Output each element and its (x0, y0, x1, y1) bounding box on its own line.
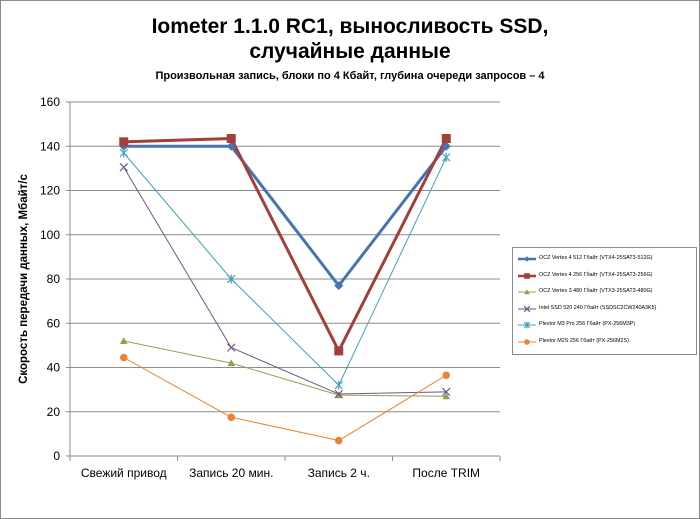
x-marker (334, 389, 343, 399)
circle-marker (119, 353, 128, 362)
y-tick-label: 80 (47, 272, 61, 286)
legend-label: OCZ Vertex 4 512 Гбайт (VTX4-25SAT3-512G… (539, 255, 653, 261)
x-marker (523, 305, 531, 312)
square-marker (524, 272, 530, 279)
triangle-marker (442, 392, 451, 400)
series-line-2 (123, 137, 448, 353)
diamond-marker (524, 256, 530, 262)
triangle-marker (119, 337, 128, 344)
series-lines (123, 137, 448, 442)
y-tick-labels: 0 20 40 60 80 100 120 140 160 (40, 95, 60, 463)
legend-swatch (518, 321, 536, 329)
y-tick-label: 60 (47, 316, 61, 330)
legend-swatch (518, 289, 536, 295)
x-marker (227, 343, 236, 352)
x-tick-label: Свежий привод (81, 466, 167, 480)
legend-swatch (518, 256, 536, 262)
y-tick-label: 0 (53, 449, 60, 463)
legend-label: OCZ Vertex 4 256 Гбайт (VTX4-25SAT3-256G… (539, 271, 653, 278)
star-marker (227, 274, 236, 284)
circle-marker (334, 436, 343, 445)
y-tick-label: 20 (47, 405, 61, 419)
series-line-3 (123, 340, 447, 397)
triangle-marker (227, 359, 236, 367)
chart-title-line1: Iometer 1.1.0 RC1, выносливость SSD, (151, 15, 549, 38)
chart-subtitle: Произвольная запись, блоки по 4 Кбайт, г… (155, 70, 545, 82)
x-tick-labels: Свежий привод Запись 20 мин. Запись 2 ч. По… (81, 466, 480, 480)
y-axis-label: Скорость передачи данных, Мбайт/с (18, 174, 30, 384)
chart-title-line2: случайные данные (249, 40, 451, 63)
legend-label: Plextor M2S 256 Гбайт (PX-256M2S) (539, 337, 629, 344)
circle-marker (227, 413, 236, 422)
star-marker (523, 321, 531, 329)
x-tick-label: Запись 2 ч. (308, 466, 370, 480)
x-tick-label: Запись 20 мин. (189, 466, 273, 480)
y-tick-label: 160 (40, 95, 60, 109)
chart-title: Iometer 1.1.0 RC1, выносливость SSD, слу… (0, 14, 700, 64)
x-tick-label: После TRIM (412, 466, 480, 480)
x-marker (119, 163, 128, 172)
square-marker (119, 137, 129, 147)
x-marker (442, 387, 451, 397)
series-line-1 (123, 144, 448, 288)
series-line-6 (123, 357, 447, 442)
square-marker (226, 134, 236, 144)
star-marker (119, 148, 128, 158)
y-tick-label: 120 (40, 184, 60, 198)
triangle-marker (524, 289, 530, 295)
star-marker (334, 380, 343, 390)
legend-label: OCZ Vertex 3 480 Гбайт (VTX3-25SAT3-480G… (539, 288, 653, 294)
legend-swatch (518, 338, 536, 345)
diamond-marker (334, 281, 344, 291)
circle-marker (524, 338, 530, 345)
legend: OCZ Vertex 4 512 Гбайт (VTX4-25SAT3-512G… (512, 247, 697, 355)
legend-swatch (518, 272, 536, 279)
y-tick-label: 40 (47, 361, 61, 375)
y-tick-label: 100 (40, 228, 60, 242)
series-line-5 (123, 152, 447, 386)
legend-label: Intel SSD 520 240 Гбайт (SSDSC2CW240A3K5… (539, 304, 657, 311)
star-marker (442, 152, 451, 162)
square-marker (334, 346, 344, 356)
series-markers (119, 134, 451, 445)
diamond-marker (226, 141, 236, 151)
circle-marker (442, 371, 451, 380)
legend-label: Plextor M3 Pro 256 Гбайт (PX-256M3P) (539, 321, 636, 327)
series-line-4 (123, 167, 447, 395)
gridlines (70, 101, 500, 413)
square-marker (441, 134, 451, 144)
legend-swatch (518, 305, 536, 312)
y-tick-label: 140 (40, 139, 60, 153)
axes (66, 101, 501, 461)
diamond-marker (441, 141, 451, 151)
